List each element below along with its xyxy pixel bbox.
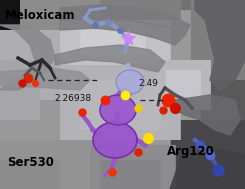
Text: 2.26938: 2.26938 (54, 94, 91, 103)
Polygon shape (175, 95, 240, 135)
Polygon shape (93, 122, 137, 158)
Polygon shape (0, 68, 90, 90)
Text: Arg120: Arg120 (167, 145, 214, 158)
Polygon shape (170, 150, 245, 189)
Text: Ser530: Ser530 (7, 156, 54, 169)
Polygon shape (100, 95, 136, 125)
Polygon shape (195, 0, 245, 90)
Polygon shape (0, 25, 55, 90)
Text: Meloxicam: Meloxicam (5, 9, 75, 22)
Text: 2.49: 2.49 (138, 79, 158, 88)
Polygon shape (116, 70, 144, 94)
Polygon shape (60, 5, 190, 45)
Polygon shape (55, 45, 165, 72)
